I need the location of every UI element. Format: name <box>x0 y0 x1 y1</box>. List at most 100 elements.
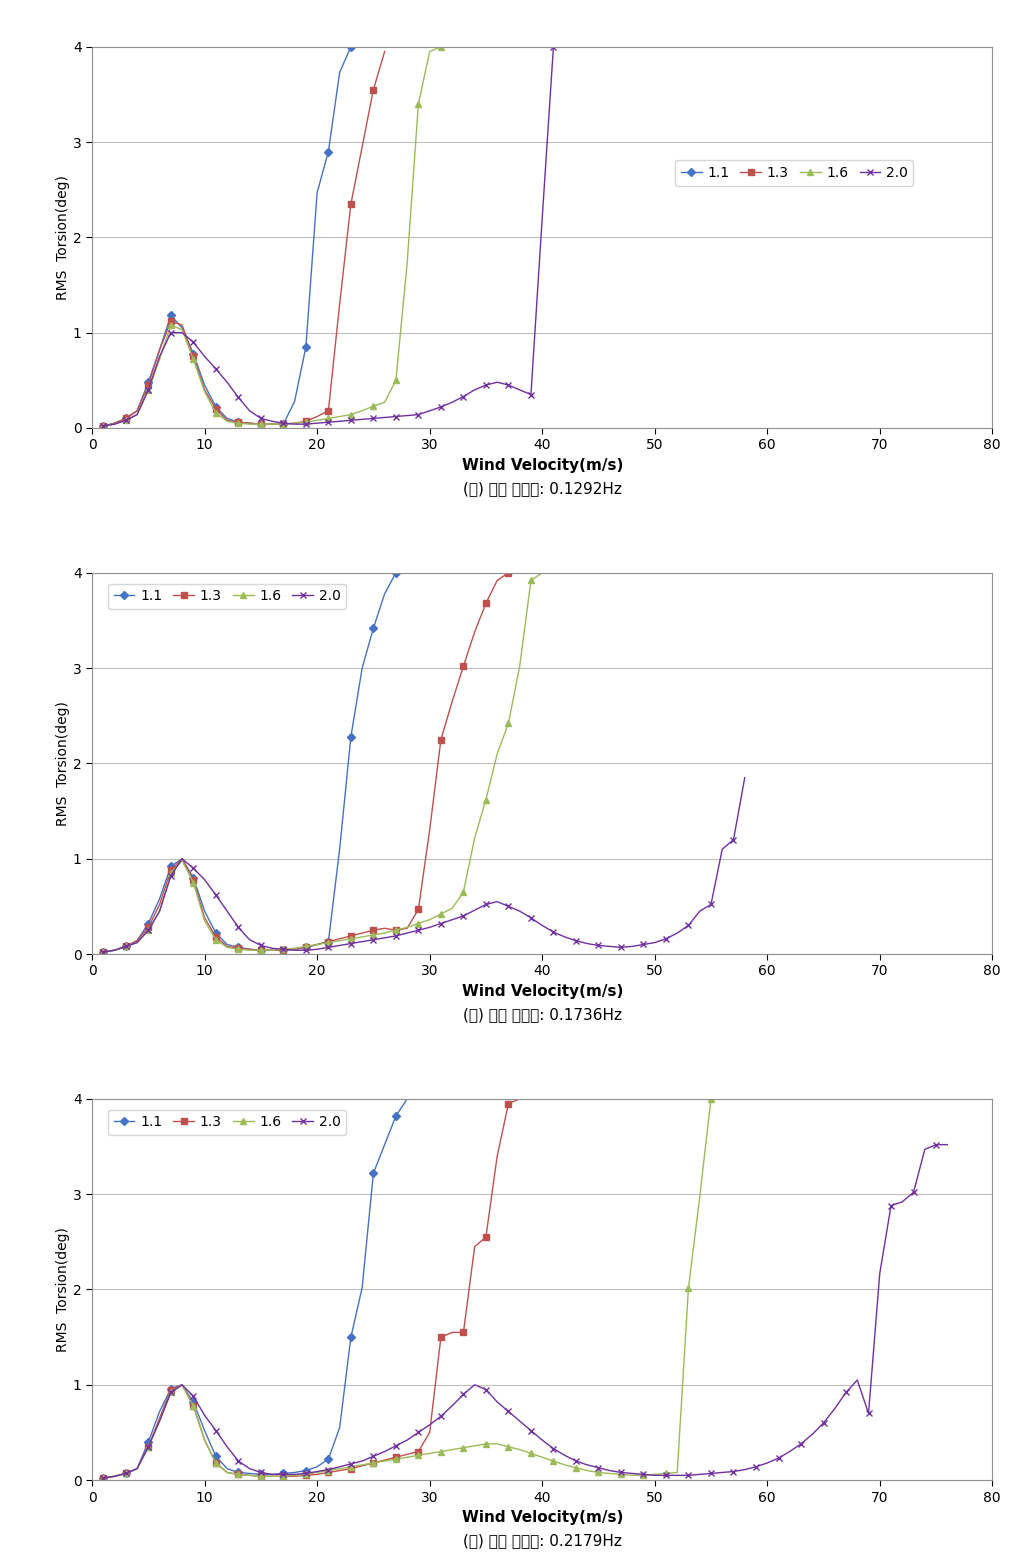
1.6 <box>255 941 267 960</box>
1.6 <box>176 851 188 869</box>
1.3 <box>311 1465 323 1483</box>
1.3 <box>469 1237 481 1256</box>
2.0 <box>165 324 177 343</box>
1.3 <box>322 932 335 950</box>
1.3 <box>255 941 267 960</box>
1.1 <box>311 184 323 203</box>
1.1 <box>345 37 357 56</box>
1.6 <box>266 414 278 433</box>
1.6 <box>379 924 391 943</box>
Line: 1.3: 1.3 <box>100 570 512 955</box>
1.3 <box>379 42 391 61</box>
1.1 <box>232 938 244 957</box>
1.3 <box>108 941 121 960</box>
1.3 <box>300 411 312 430</box>
1.3 <box>120 410 132 428</box>
2.0 <box>131 405 143 424</box>
1.3 <box>176 1376 188 1394</box>
1.6 <box>412 95 425 114</box>
1.6 <box>187 351 199 369</box>
1.6 <box>536 564 548 583</box>
1.3 <box>333 1461 346 1480</box>
1.3 <box>243 414 256 433</box>
X-axis label: Wind Velocity(m/s): Wind Velocity(m/s) <box>461 1510 623 1525</box>
1.3 <box>221 936 233 955</box>
2.0 <box>637 935 650 953</box>
1.3 <box>333 930 346 949</box>
Legend: 1.1, 1.3, 1.6, 2.0: 1.1, 1.3, 1.6, 2.0 <box>108 1109 346 1134</box>
1.6 <box>401 254 413 273</box>
Legend: 1.1, 1.3, 1.6, 2.0: 1.1, 1.3, 1.6, 2.0 <box>108 584 346 609</box>
1.6 <box>322 410 335 428</box>
1.3 <box>311 935 323 953</box>
Line: 2.0: 2.0 <box>100 44 568 428</box>
1.6 <box>300 936 312 955</box>
1.1 <box>367 1164 380 1183</box>
1.3 <box>435 731 447 749</box>
Text: (다) 수직 진동수: 0.2179Hz: (다) 수직 진동수: 0.2179Hz <box>462 1533 622 1549</box>
1.3 <box>210 927 222 946</box>
1.1 <box>198 375 211 394</box>
1.3 <box>457 1323 470 1341</box>
1.3 <box>210 399 222 418</box>
1.3 <box>232 1465 244 1483</box>
1.1 <box>333 64 346 83</box>
2.0 <box>243 930 256 949</box>
2.0 <box>255 410 267 428</box>
1.6 <box>345 405 357 424</box>
1.1 <box>187 1393 199 1412</box>
1.3 <box>198 908 211 927</box>
1.6 <box>480 790 492 809</box>
1.1 <box>288 939 301 958</box>
1.1 <box>277 414 290 433</box>
1.3 <box>131 402 143 421</box>
2.0 <box>716 840 728 858</box>
1.3 <box>480 1228 492 1246</box>
Line: 1.3: 1.3 <box>100 1097 523 1482</box>
1.1 <box>210 1447 222 1466</box>
2.0 <box>277 414 290 433</box>
X-axis label: Wind Velocity(m/s): Wind Velocity(m/s) <box>461 985 623 999</box>
1.1 <box>379 584 391 603</box>
2.0 <box>660 1466 672 1485</box>
1.6 <box>187 872 199 891</box>
1.6 <box>412 915 425 933</box>
1.1 <box>255 414 267 433</box>
1.1 <box>120 410 132 428</box>
1.6 <box>446 899 458 918</box>
2.0 <box>469 380 481 399</box>
2.0 <box>446 393 458 411</box>
1.3 <box>187 347 199 366</box>
1.3 <box>142 918 154 936</box>
1.3 <box>356 137 368 156</box>
1.6 <box>243 1466 256 1485</box>
1.6 <box>131 933 143 952</box>
1.1 <box>221 410 233 428</box>
1.6 <box>165 316 177 335</box>
1.6 <box>469 829 481 848</box>
1.6 <box>694 1187 706 1206</box>
1.1 <box>198 902 211 921</box>
1.6 <box>108 941 121 960</box>
1.6 <box>435 905 447 924</box>
1.1 <box>266 941 278 960</box>
1.1 <box>153 1402 166 1421</box>
1.3 <box>502 564 515 583</box>
Y-axis label: RMS  Torsion(deg): RMS Torsion(deg) <box>56 174 70 299</box>
1.3 <box>198 1430 211 1449</box>
1.6 <box>165 1384 177 1402</box>
1.1 <box>108 414 121 433</box>
1.6 <box>243 414 256 433</box>
2.0 <box>232 388 244 407</box>
1.1 <box>333 840 346 858</box>
1.6 <box>153 351 166 369</box>
2.0 <box>390 1436 402 1455</box>
2.0 <box>176 1376 188 1394</box>
1.1 <box>333 1418 346 1436</box>
1.3 <box>491 1147 503 1165</box>
1.1 <box>255 941 267 960</box>
1.3 <box>288 939 301 958</box>
1.1 <box>277 941 290 960</box>
2.0 <box>502 375 515 394</box>
1.3 <box>322 402 335 421</box>
